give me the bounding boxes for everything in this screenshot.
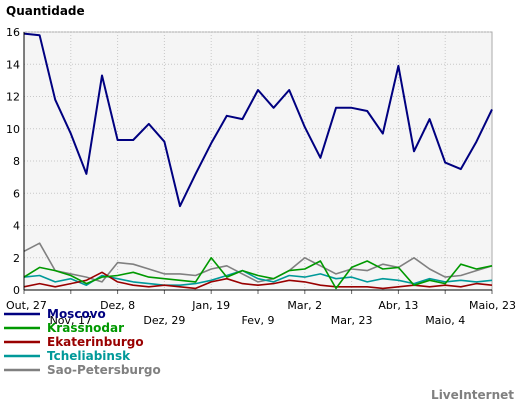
legend-label-moscovo: Moscovo	[47, 307, 106, 321]
x-tick-label: Mar, 2	[287, 299, 322, 312]
legend: MoscovoKrassnodarEkaterinburgoTcheliabin…	[4, 307, 161, 377]
y-tick-label: 2	[13, 252, 20, 265]
legend-label-sao-petersburgo: Sao-Petersburgo	[47, 363, 161, 377]
y-tick-label: 4	[13, 220, 20, 233]
x-tick-label: Dez, 29	[143, 314, 185, 327]
series-line-krassnodar	[23, 256, 493, 290]
brand-label: LiveInternet	[431, 388, 514, 402]
x-tick-label: Out, 27	[6, 299, 47, 312]
y-tick-label: 0	[13, 284, 20, 297]
y-tick-label: 12	[6, 91, 20, 104]
y-tick-label: 8	[13, 155, 20, 168]
x-tick-label: Jan, 19	[191, 299, 230, 312]
x-tick-label: Fev, 9	[242, 314, 275, 327]
y-tick-label: 16	[6, 26, 20, 39]
legend-label-ekaterinburgo: Ekaterinburgo	[47, 335, 144, 349]
series-lines	[23, 32, 493, 290]
x-tick-label: Abr, 13	[378, 299, 418, 312]
series-line-moscovo	[23, 32, 493, 208]
legend-label-krassnodar: Krassnodar	[47, 321, 124, 335]
x-tick-label: Nov, 17	[50, 314, 92, 327]
y-tick-label: 14	[6, 58, 20, 71]
x-tick-label: Maio, 4	[425, 314, 465, 327]
series-line-sao-petersburgo	[23, 242, 493, 283]
series-line-tcheliabinsk	[23, 269, 493, 287]
y-tick-label: 10	[6, 123, 20, 136]
y-axis-title: Quantidade	[6, 4, 85, 18]
y-tick-label: 6	[13, 187, 20, 200]
x-tick-label: Maio, 23	[469, 299, 516, 312]
legend-label-tcheliabinsk: Tcheliabinsk	[47, 349, 131, 363]
x-tick-label: Mar, 23	[331, 314, 373, 327]
x-tick-label: Dez, 8	[100, 299, 135, 312]
